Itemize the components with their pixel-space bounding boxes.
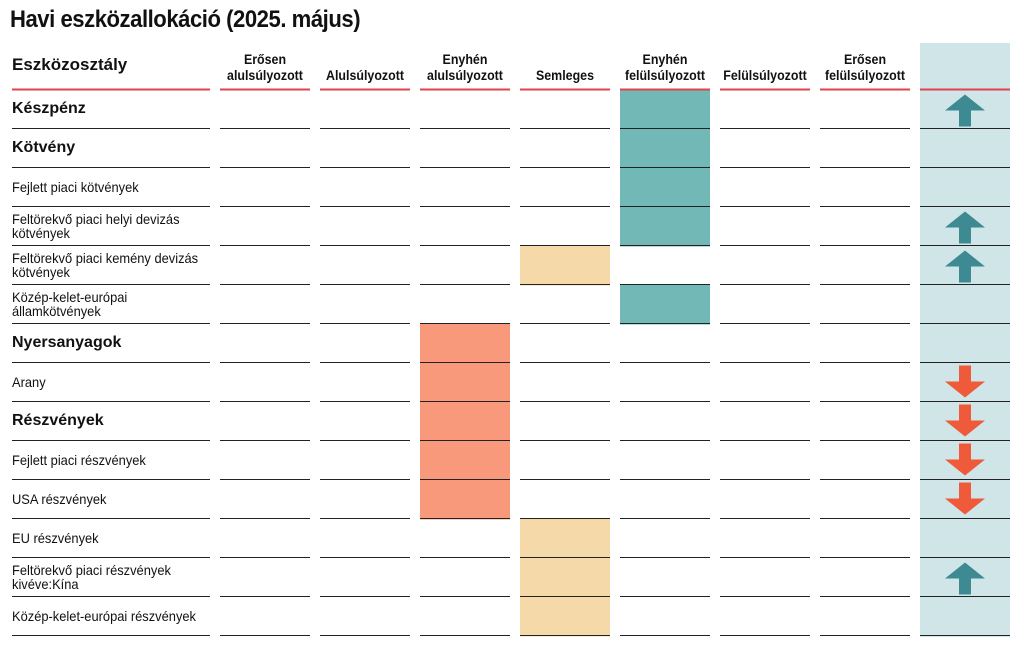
position-cell bbox=[520, 519, 610, 559]
arrow-down-icon bbox=[945, 365, 985, 398]
column-header: Enyhén alulsúlyozott bbox=[427, 52, 503, 83]
position-cell bbox=[620, 90, 710, 130]
position-cell bbox=[620, 285, 710, 325]
arrow-down-icon bbox=[945, 482, 985, 515]
row-label: Kötvény bbox=[12, 139, 76, 156]
arrow-up-icon bbox=[945, 211, 985, 244]
position-cell bbox=[420, 480, 510, 520]
row-label: USA részvények bbox=[12, 491, 107, 507]
position-cell bbox=[520, 246, 610, 286]
column-header: Enyhén felülsúlyozott bbox=[624, 52, 706, 83]
row-label: Feltörekvő piaci kemény devizás kötvénye… bbox=[12, 250, 199, 280]
row-label: Arany bbox=[12, 374, 46, 390]
column-header: Semleges bbox=[535, 68, 594, 83]
arrow-up-icon bbox=[945, 250, 985, 283]
arrow-down-icon bbox=[945, 443, 985, 476]
arrow-up-icon bbox=[945, 562, 985, 595]
row-label: Feltörekvő piaci helyi devizás kötvények bbox=[12, 211, 180, 241]
position-cell bbox=[420, 324, 510, 364]
row-label: Készpénz bbox=[12, 100, 86, 117]
position-cell bbox=[420, 441, 510, 481]
position-cell bbox=[620, 168, 710, 208]
row-label: Fejlett piaci kötvények bbox=[12, 179, 139, 195]
column-header: Erősen felülsúlyozott bbox=[824, 52, 906, 83]
chart-title: Havi eszközallokáció (2025. május) bbox=[10, 6, 361, 33]
row-label: Fejlett piaci részvények bbox=[12, 452, 146, 468]
arrow-down-icon bbox=[945, 404, 985, 437]
position-cell bbox=[620, 129, 710, 169]
row-label: Feltörekvő piaci részvények kivéve:Kína bbox=[12, 562, 171, 592]
row-label: Nyersanyagok bbox=[12, 334, 122, 351]
row-label: EU részvények bbox=[12, 530, 99, 546]
position-cell bbox=[520, 558, 610, 598]
position-cell bbox=[620, 207, 710, 247]
row-label: Részvények bbox=[12, 412, 104, 429]
position-cell bbox=[420, 363, 510, 403]
first-column-header: Eszközosztály bbox=[12, 55, 128, 74]
position-cell bbox=[420, 402, 510, 442]
row-label: Közép-kelet-európai államkötvények bbox=[12, 289, 128, 319]
row-label: Közép-kelet-európai részvények bbox=[12, 608, 196, 624]
position-cell bbox=[520, 597, 610, 637]
column-header: Erősen alulsúlyozott bbox=[227, 52, 303, 83]
change-column-background bbox=[920, 43, 1010, 637]
column-header: Alulsúlyozott bbox=[326, 68, 404, 83]
column-header: Felülsúlyozott bbox=[723, 68, 807, 83]
arrow-up-icon bbox=[945, 94, 985, 127]
